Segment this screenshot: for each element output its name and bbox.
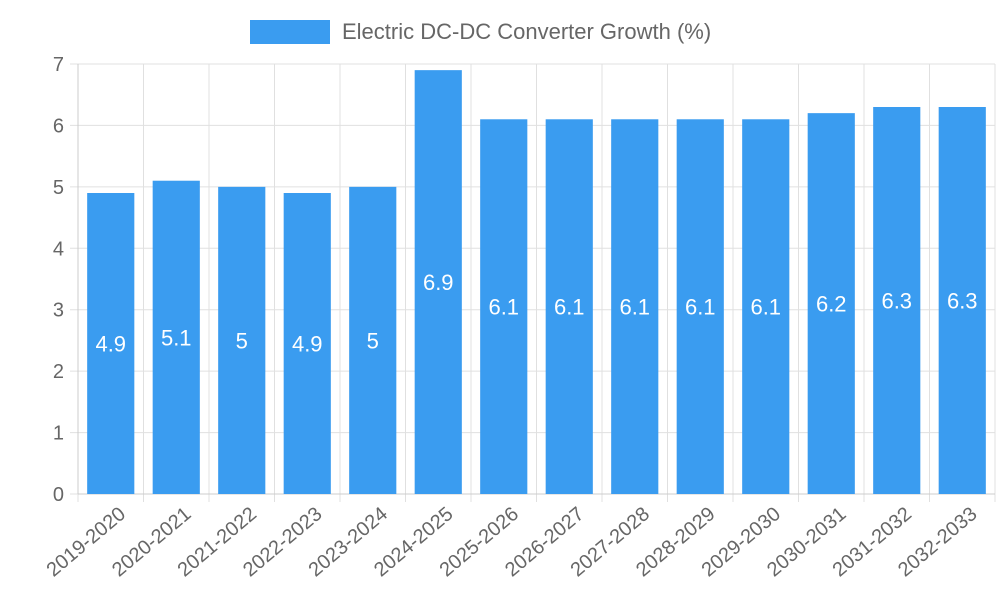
bar[interactable] bbox=[938, 107, 986, 494]
y-tick-label: 7 bbox=[53, 54, 64, 76]
bar-value-label: 6.3 bbox=[947, 289, 978, 314]
legend[interactable]: Electric DC-DC Converter Growth (%) bbox=[250, 19, 711, 44]
legend-swatch bbox=[250, 20, 330, 44]
gridlines bbox=[70, 63, 996, 502]
bar[interactable] bbox=[807, 113, 855, 495]
bar-value-label: 4.9 bbox=[292, 332, 323, 357]
bar-value-label: 6.2 bbox=[816, 292, 847, 317]
y-tick-label: 0 bbox=[53, 484, 64, 506]
bar[interactable] bbox=[87, 193, 135, 494]
bar-value-label: 6.9 bbox=[423, 270, 454, 295]
y-axis-ticks: 0 1 2 3 4 5 6 7 bbox=[53, 54, 64, 506]
data-labels: 4.9 5.1 5 4.9 5 6.9 6.1 6.1 6.1 6.1 6.1 6.2 6.3 6.3 bbox=[95, 270, 977, 356]
bar-value-label: 6.1 bbox=[554, 295, 585, 320]
bar[interactable] bbox=[283, 193, 331, 494]
bar[interactable] bbox=[152, 180, 200, 494]
bar-value-label: 4.9 bbox=[95, 332, 126, 357]
bar[interactable] bbox=[873, 107, 921, 494]
y-tick-label: 6 bbox=[53, 115, 64, 137]
bars bbox=[87, 70, 986, 495]
legend-label: Electric DC-DC Converter Growth (%) bbox=[342, 19, 711, 44]
bar-value-label: 6.1 bbox=[488, 295, 519, 320]
bar-value-label: 5.1 bbox=[161, 325, 192, 350]
bar[interactable] bbox=[545, 119, 593, 495]
bar-value-label: 6.1 bbox=[750, 295, 781, 320]
x-axis-ticks: 2019-20202020-20212021-20222022-20232023… bbox=[43, 503, 982, 581]
y-tick-label: 5 bbox=[53, 177, 64, 199]
bar[interactable] bbox=[611, 119, 659, 495]
bar-value-label: 6.1 bbox=[619, 295, 650, 320]
bar[interactable] bbox=[742, 119, 790, 495]
bar-value-label: 5 bbox=[367, 328, 379, 353]
bar[interactable] bbox=[414, 70, 462, 495]
y-tick-label: 1 bbox=[53, 423, 64, 445]
bar-value-label: 5 bbox=[236, 328, 248, 353]
bar[interactable] bbox=[218, 186, 266, 494]
y-tick-label: 3 bbox=[53, 300, 64, 322]
bar[interactable] bbox=[676, 119, 724, 495]
y-tick-label: 4 bbox=[53, 238, 64, 260]
y-tick-label: 2 bbox=[53, 361, 64, 383]
bar[interactable] bbox=[480, 119, 528, 495]
bar-value-label: 6.3 bbox=[881, 289, 912, 314]
bar-value-label: 6.1 bbox=[685, 295, 716, 320]
bar[interactable] bbox=[349, 186, 397, 494]
